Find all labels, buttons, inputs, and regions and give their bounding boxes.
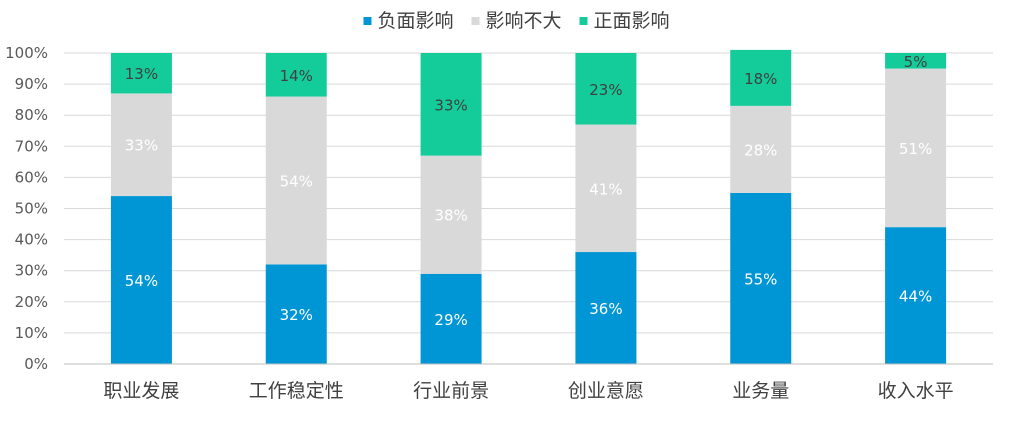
y-tick-label: 100% <box>5 44 48 62</box>
bar-segment <box>885 68 947 228</box>
gridlines <box>64 52 993 334</box>
data-label: 13% <box>125 65 158 83</box>
data-label: 38% <box>434 207 467 225</box>
data-label: 5% <box>904 53 928 71</box>
legend-label: 影响不大 <box>486 10 562 32</box>
bar-segment <box>575 252 637 364</box>
bar-segment <box>420 273 482 364</box>
y-tick-label: 40% <box>15 231 48 249</box>
data-label: 44% <box>899 288 932 306</box>
y-tick-label: 50% <box>15 200 48 218</box>
y-tick-label: 0% <box>24 355 48 373</box>
bar-segment <box>730 49 792 106</box>
data-label: 54% <box>125 272 158 290</box>
data-label: 36% <box>589 300 622 318</box>
data-label: 55% <box>744 270 777 288</box>
data-label: 29% <box>434 311 467 329</box>
bar-segment <box>110 53 172 94</box>
bar-segment <box>265 96 327 265</box>
bar-segment <box>885 227 947 364</box>
x-tick-label: 职业发展 <box>103 380 179 402</box>
x-tick-label: 创业意愿 <box>568 380 644 402</box>
bar-segment <box>110 196 172 364</box>
legend-swatch <box>471 17 480 25</box>
y-tick-label: 20% <box>15 293 48 311</box>
bar-segment <box>110 93 172 197</box>
axes: 0% 10% 20% 30% 40% 50% 60% 70% 80% 90% 100% 职业发展 工作稳… <box>5 44 993 402</box>
bar-segment <box>730 105 792 193</box>
x-tick-label: 收入水平 <box>878 380 954 402</box>
data-label: 18% <box>744 70 777 88</box>
data-label: 54% <box>280 173 313 191</box>
data-label: 32% <box>280 306 313 324</box>
y-tick-label: 60% <box>15 168 48 186</box>
x-tick-label: 工作稳定性 <box>249 380 344 402</box>
bar-segment <box>730 192 792 364</box>
bar-segment <box>885 53 947 69</box>
y-tick-label: 70% <box>15 137 48 155</box>
data-label: 14% <box>280 67 313 85</box>
legend-swatch <box>579 17 588 25</box>
data-label: 33% <box>125 137 158 155</box>
data-label: 23% <box>589 81 622 99</box>
bar-segment <box>420 155 482 274</box>
data-label: 33% <box>434 96 467 114</box>
y-tick-label: 80% <box>15 106 48 124</box>
legend-swatch <box>363 17 372 25</box>
x-tick-label: 行业前景 <box>413 380 489 402</box>
bar-segment <box>420 53 482 156</box>
y-tick-label: 90% <box>15 75 48 93</box>
x-tick-label: 业务量 <box>732 380 789 402</box>
legend-label: 负面影响 <box>378 10 454 32</box>
bar-segment <box>575 124 637 253</box>
legend: 负面影响 影响不大 正面影响 <box>363 10 670 32</box>
bar-segment <box>265 264 327 364</box>
bar-segment <box>265 53 327 97</box>
bars: 54% 33% 13% 32% 54% 14% 29% 38% 33% 36% 41% 23% 55% 2… <box>110 49 947 364</box>
data-label: 51% <box>899 140 932 158</box>
data-label: 28% <box>744 141 777 159</box>
data-label: 41% <box>589 180 622 198</box>
y-tick-label: 30% <box>15 262 48 280</box>
y-tick-label: 10% <box>15 324 48 342</box>
bar-segment <box>575 53 637 125</box>
legend-label: 正面影响 <box>594 10 670 32</box>
